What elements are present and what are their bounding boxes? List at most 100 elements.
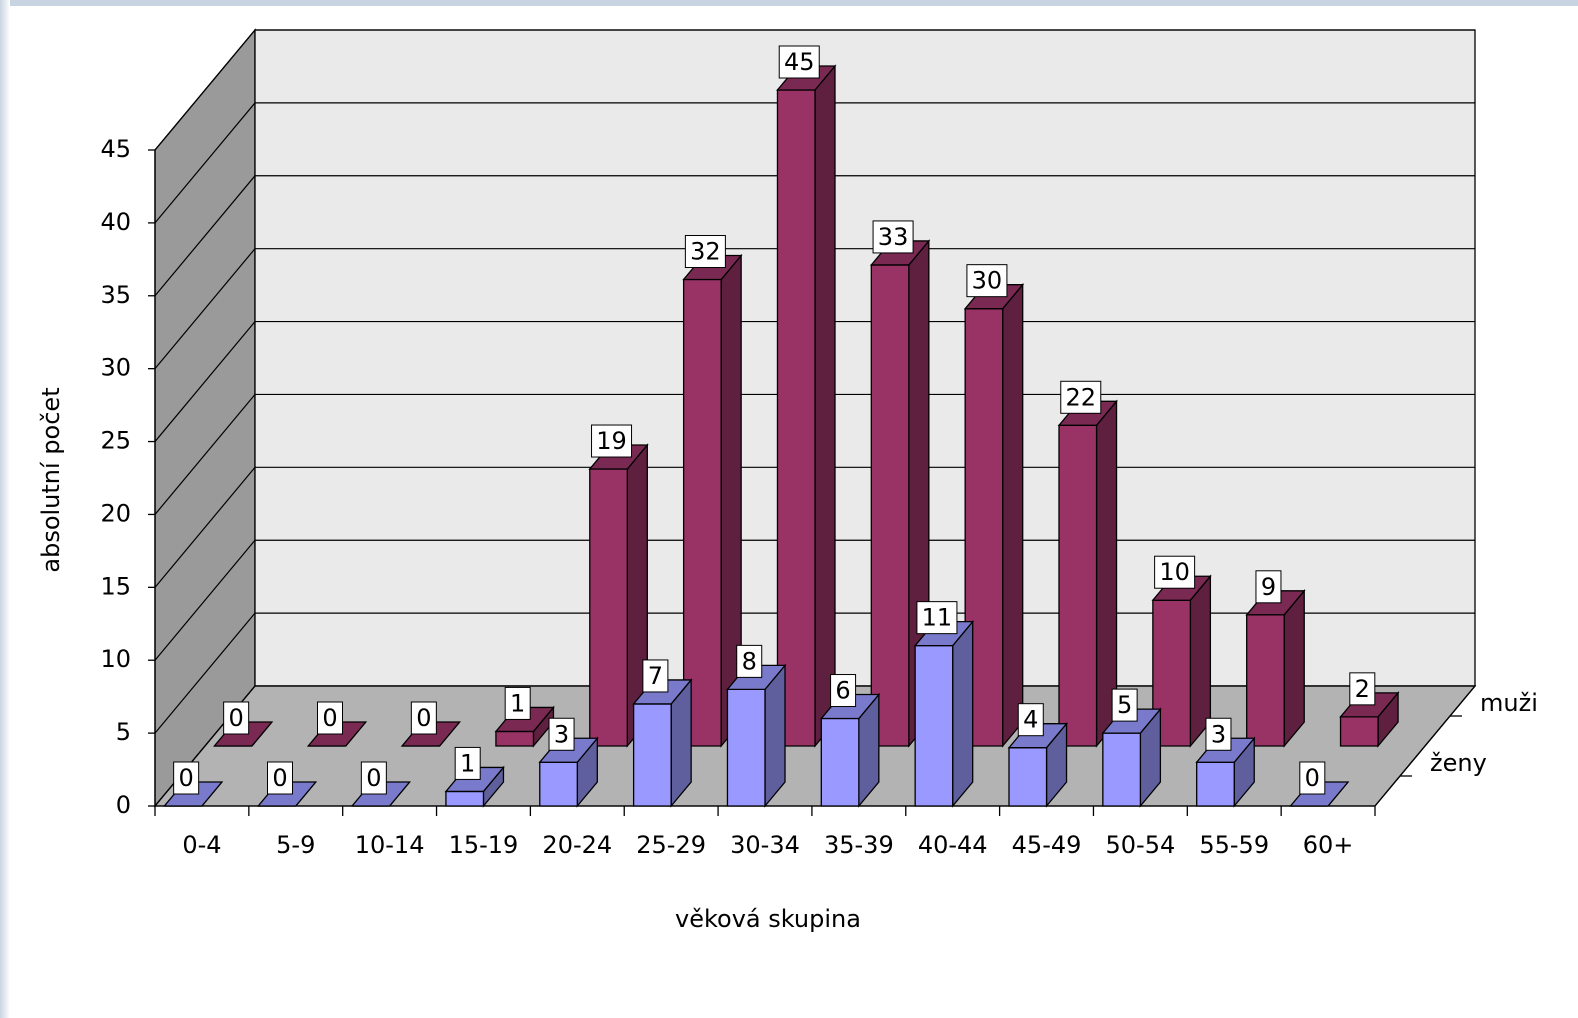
value-label-box bbox=[173, 761, 200, 795]
value-label-box bbox=[410, 701, 437, 735]
value-label: 0 bbox=[1305, 764, 1320, 792]
value-label-box bbox=[830, 674, 857, 708]
bar bbox=[589, 468, 628, 747]
grid-line bbox=[154, 29, 1475, 151]
y-tick-label: 10 bbox=[100, 645, 131, 673]
y-tick-label: 15 bbox=[100, 572, 131, 600]
value-label-box bbox=[1205, 717, 1232, 751]
y-tick-label: 20 bbox=[100, 499, 131, 527]
value-label-box bbox=[1017, 703, 1044, 737]
value-label-box bbox=[591, 424, 633, 458]
bar bbox=[1008, 747, 1048, 807]
back-wall bbox=[254, 29, 1476, 687]
value-label-box bbox=[360, 761, 387, 795]
value-label-box bbox=[966, 264, 1008, 298]
x-tick-label: 30-34 bbox=[730, 831, 800, 859]
value-label-box bbox=[872, 220, 914, 254]
value-label-box bbox=[736, 644, 763, 678]
bar bbox=[870, 264, 910, 747]
value-label: 0 bbox=[272, 764, 287, 792]
x-tick-label: 20-24 bbox=[542, 831, 612, 859]
value-label: 11 bbox=[922, 604, 953, 632]
value-label: 5 bbox=[1117, 691, 1132, 719]
bar bbox=[1246, 614, 1285, 747]
y-tick-label: 30 bbox=[100, 354, 131, 382]
x-tick-label: 10-14 bbox=[355, 831, 425, 859]
x-axis-title: věková skupina bbox=[675, 905, 861, 933]
x-tick-label: 45-49 bbox=[1012, 831, 1082, 859]
x-tick-label: 50-54 bbox=[1106, 831, 1176, 859]
value-label: 45 bbox=[784, 48, 815, 76]
value-label-box bbox=[642, 659, 669, 693]
bar bbox=[776, 89, 816, 747]
value-label-box bbox=[916, 601, 958, 635]
bar bbox=[495, 730, 535, 747]
value-label: 22 bbox=[1065, 383, 1096, 411]
value-label: 32 bbox=[690, 238, 721, 266]
value-label-box bbox=[1299, 761, 1326, 795]
legend-label: ženy bbox=[1430, 749, 1487, 777]
value-label: 6 bbox=[835, 677, 850, 705]
bar bbox=[539, 761, 578, 807]
left-wall bbox=[154, 28, 256, 808]
bar bbox=[820, 717, 860, 807]
bar bbox=[1058, 424, 1098, 747]
grid-line bbox=[154, 248, 1475, 370]
y-tick-label: 45 bbox=[100, 135, 131, 163]
bar bbox=[682, 278, 722, 747]
frame-left bbox=[0, 0, 10, 1018]
value-label: 9 bbox=[1261, 573, 1276, 601]
x-tick-label: 5-9 bbox=[276, 831, 315, 859]
value-label: 19 bbox=[596, 427, 627, 455]
value-label-box bbox=[778, 45, 820, 79]
value-label: 0 bbox=[322, 704, 337, 732]
grid-line bbox=[154, 102, 1475, 224]
value-label: 7 bbox=[648, 662, 663, 690]
value-label: 4 bbox=[1023, 706, 1038, 734]
value-label-box bbox=[504, 686, 531, 720]
bar-side bbox=[814, 64, 836, 748]
y-tick-label: 5 bbox=[116, 718, 131, 746]
value-label: 0 bbox=[416, 704, 431, 732]
y-tick-label: 35 bbox=[100, 281, 131, 309]
value-label-box bbox=[267, 761, 293, 795]
bar bbox=[632, 703, 672, 807]
grid-line bbox=[154, 175, 1475, 297]
value-label-box bbox=[548, 717, 575, 751]
frame-top bbox=[0, 0, 1578, 6]
bar bbox=[914, 644, 954, 807]
y-tick-label: 0 bbox=[116, 791, 131, 819]
value-label-box bbox=[1154, 555, 1196, 589]
value-label: 1 bbox=[460, 749, 475, 777]
bar-side bbox=[1002, 282, 1024, 748]
value-label-box bbox=[454, 746, 481, 780]
value-label: 0 bbox=[366, 764, 381, 792]
x-tick-label: 25-29 bbox=[636, 831, 706, 859]
value-label: 2 bbox=[1355, 675, 1370, 703]
value-label-box bbox=[1349, 672, 1376, 706]
value-label-box bbox=[223, 701, 250, 735]
value-label-box bbox=[1111, 688, 1138, 722]
bar bbox=[1196, 761, 1235, 807]
x-tick-label: 0-4 bbox=[182, 831, 221, 859]
value-label: 8 bbox=[742, 647, 757, 675]
y-tick-label: 25 bbox=[100, 427, 131, 455]
value-label-box bbox=[684, 235, 726, 269]
x-tick-label: 15-19 bbox=[449, 831, 519, 859]
bar bbox=[726, 688, 766, 807]
legend-label: muži bbox=[1480, 689, 1538, 717]
bar-side bbox=[1283, 589, 1305, 748]
value-label: 30 bbox=[972, 267, 1003, 295]
x-tick-label: 60+ bbox=[1303, 831, 1354, 859]
y-axis-title: absolutní počet bbox=[37, 387, 65, 572]
value-label: 0 bbox=[229, 704, 244, 732]
value-label: 33 bbox=[878, 223, 909, 251]
value-label-box bbox=[1060, 380, 1102, 414]
depth-axis bbox=[1374, 685, 1476, 807]
value-label: 1 bbox=[510, 689, 525, 717]
value-label: 0 bbox=[179, 764, 194, 792]
value-label: 10 bbox=[1159, 558, 1190, 586]
x-tick-label: 55-59 bbox=[1199, 831, 1269, 859]
